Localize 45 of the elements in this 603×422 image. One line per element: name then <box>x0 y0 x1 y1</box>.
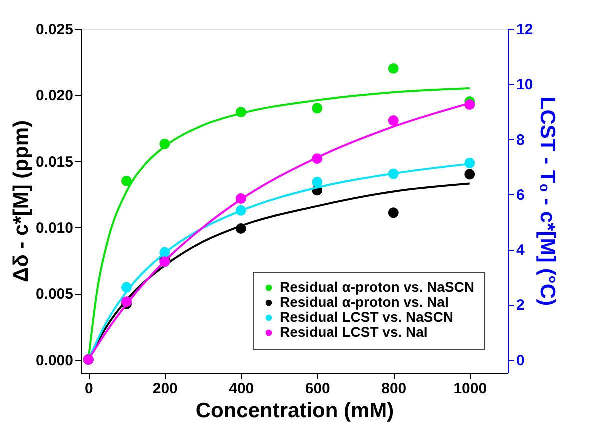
point <box>122 282 132 293</box>
x-tick-label: 0 <box>84 380 94 398</box>
point <box>388 116 399 126</box>
point <box>312 103 323 114</box>
y2-tick-label: 2 <box>516 297 525 314</box>
y2-tick-label: 10 <box>516 76 534 94</box>
x-tick-label: 400 <box>229 380 254 398</box>
x-tick-label: 200 <box>152 380 178 398</box>
point <box>388 63 399 74</box>
point <box>160 247 170 258</box>
y2-tick-label: 4 <box>516 242 526 260</box>
legend-label: Residual α-proton vs. NaI <box>280 294 449 310</box>
point <box>464 158 476 168</box>
y2-tick-label: 8 <box>516 132 525 149</box>
point <box>236 194 246 204</box>
x-axis-title: Concentration (mM) <box>196 400 394 422</box>
y-tick-label: 0.025 <box>36 22 74 38</box>
x-tick-label: 1000 <box>454 380 488 398</box>
y-axis-title: Δδ - c*[M] (ppm) <box>10 120 33 282</box>
y-tick-label: 0.005 <box>36 286 74 304</box>
point <box>122 176 132 186</box>
point <box>312 154 323 164</box>
point <box>388 208 399 218</box>
legend-label: Residual LCST vs. NaSCN <box>280 309 454 325</box>
point <box>160 138 170 150</box>
y-tick-label: 0.010 <box>36 220 74 237</box>
point <box>236 107 246 118</box>
point <box>236 224 246 234</box>
y2-tick-label: 0 <box>516 352 525 370</box>
y2-tick-label: 12 <box>516 22 534 38</box>
y2-tick-label: 6 <box>516 186 525 204</box>
point <box>388 168 399 180</box>
point <box>464 100 476 110</box>
y2-axis-title: LCST - T₀ - c*[M] (°C) <box>536 96 560 306</box>
y-tick-label: 0.000 <box>36 352 74 370</box>
point <box>312 177 323 188</box>
y-tick-label: 0.020 <box>36 88 74 105</box>
point <box>464 169 476 180</box>
point <box>236 205 246 216</box>
x-tick-label: 600 <box>305 380 330 398</box>
legend-label: Residual LCST vs. NaI <box>280 324 428 340</box>
point <box>160 256 170 268</box>
legend-label: Residual α-proton vs. NaSCN <box>280 279 475 295</box>
x-tick-label: 800 <box>382 380 407 398</box>
y-tick-label: 0.015 <box>36 154 74 171</box>
